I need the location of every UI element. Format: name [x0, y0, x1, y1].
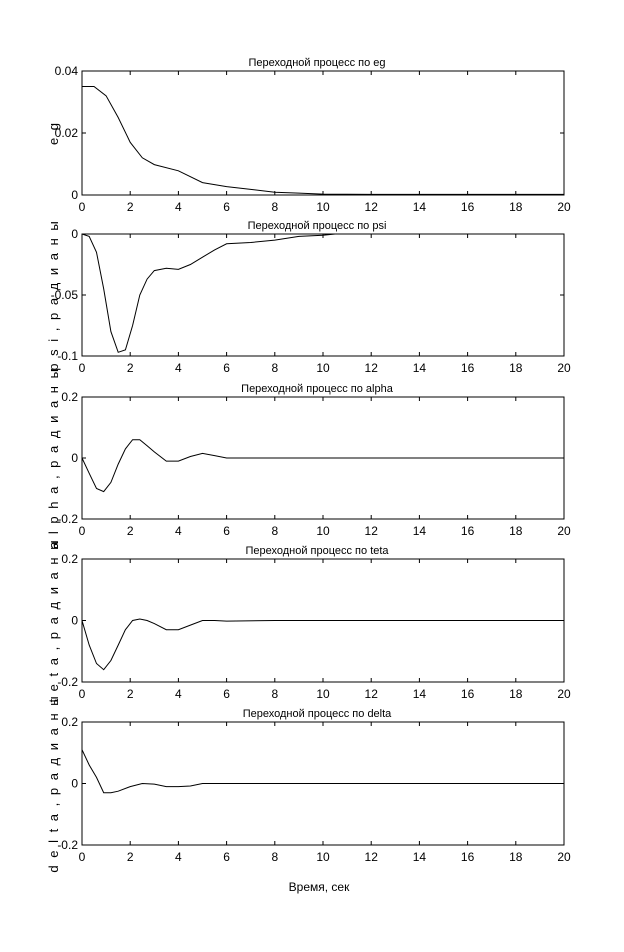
x-tick-label: 20 [557, 850, 571, 864]
x-tick-label: 16 [461, 524, 475, 538]
x-tick-label: 10 [316, 361, 330, 375]
x-tick-label: 18 [509, 361, 523, 375]
x-tick-label: 20 [557, 687, 571, 701]
y-tick-label: -0.05 [51, 288, 79, 302]
x-tick-label: 0 [79, 687, 86, 701]
subplot-title: Переходной процесс по teta [245, 545, 389, 557]
x-tick-label: 12 [365, 361, 379, 375]
x-tick-label: 8 [271, 524, 278, 538]
x-tick-label: 2 [127, 524, 134, 538]
x-tick-label: 8 [271, 850, 278, 864]
x-tick-label: 12 [365, 850, 379, 864]
y-tick-label: -0.2 [57, 675, 78, 689]
x-tick-label: 20 [557, 524, 571, 538]
x-tick-label: 18 [509, 850, 523, 864]
axes-box [81, 233, 565, 357]
x-tick-label: 0 [79, 524, 86, 538]
subplot-title: Переходной процесс по alpha [241, 383, 394, 395]
y-axis-label: p s i , р а д и а н ы [46, 219, 61, 370]
x-tick-label: 6 [223, 361, 230, 375]
x-tick-label: 14 [413, 687, 427, 701]
x-tick-label: 14 [413, 524, 427, 538]
x-tick-label: 4 [175, 200, 182, 214]
x-tick-label: 12 [365, 687, 379, 701]
x-tick-label: 10 [316, 687, 330, 701]
x-tick-label: 2 [127, 361, 134, 375]
x-tick-label: 4 [175, 850, 182, 864]
y-tick-label: 0.2 [61, 552, 78, 566]
x-tick-label: 20 [557, 200, 571, 214]
y-tick-label: -0.1 [57, 349, 78, 363]
y-axis-label: e g [46, 121, 61, 145]
x-tick-label: 6 [223, 687, 230, 701]
y-axis-label: d e l t a , р а д и а н ы [46, 694, 61, 872]
x-tick-label: 4 [175, 524, 182, 538]
subplot-title: Переходной процесс по delta [243, 708, 392, 720]
x-tick-label: 16 [461, 850, 475, 864]
x-tick-label: 10 [316, 200, 330, 214]
series-line [82, 86, 564, 195]
x-tick-label: 2 [127, 200, 134, 214]
subplot-title: Переходной процесс по eg [249, 57, 386, 69]
x-tick-label: 8 [271, 361, 278, 375]
x-tick-label: 8 [271, 200, 278, 214]
x-tick-label: 0 [79, 850, 86, 864]
x-tick-label: 18 [509, 200, 523, 214]
x-tick-label: 4 [175, 361, 182, 375]
subplot-1: 0 2 4 6 8 10 12 14 16 18 20 0 0.02 0.04 Переходной про… [46, 57, 571, 214]
x-tick-label: 6 [223, 524, 230, 538]
x-tick-label: 18 [509, 687, 523, 701]
x-tick-label: 2 [127, 850, 134, 864]
x-tick-label: 10 [316, 850, 330, 864]
x-tick-label: 6 [223, 850, 230, 864]
x-tick-label: 14 [413, 200, 427, 214]
series-line [81, 233, 336, 353]
x-tick-label: 20 [557, 361, 571, 375]
series-line [81, 618, 564, 671]
y-tick-label: 0 [71, 188, 78, 202]
y-tick-label: 0 [71, 451, 78, 465]
x-tick-label: 0 [79, 361, 86, 375]
series-line [81, 749, 564, 794]
x-tick-label: 12 [365, 524, 379, 538]
x-tick-label: 8 [271, 687, 278, 701]
y-axis-label: t e t a , р а д и а н ы [46, 538, 61, 702]
subplot-title: Переходной процесс по psi [248, 220, 387, 232]
series-line [81, 439, 564, 493]
y-tick-label: 0 [71, 614, 78, 628]
x-tick-label: 4 [175, 687, 182, 701]
x-tick-label: 10 [316, 524, 330, 538]
x-tick-label: 16 [461, 361, 475, 375]
y-tick-label: 0 [71, 777, 78, 791]
x-tick-label: 18 [509, 524, 523, 538]
x-tick-label: 6 [223, 200, 230, 214]
x-tick-label: 12 [365, 200, 379, 214]
y-tick-label: 0.04 [55, 64, 79, 78]
y-tick-label: -0.2 [57, 838, 78, 852]
subplot-2: 0 2 4 6 8 10 12 14 16 18 20 -0.1 -0.05 0 Переходной пр… [46, 219, 571, 375]
x-tick-label: 14 [413, 850, 427, 864]
y-tick-label: -0.2 [57, 512, 78, 526]
x-tick-label: 2 [127, 687, 134, 701]
x-tick-label: 0 [79, 200, 86, 214]
x-tick-label: 16 [461, 200, 475, 214]
y-tick-label: 0 [71, 227, 78, 241]
x-tick-label: 14 [413, 361, 427, 375]
y-tick-label: 0.02 [55, 126, 79, 140]
x-tick-label: 16 [461, 687, 475, 701]
x-axis-label: Время, сек [289, 880, 350, 894]
y-axis-label: a l p h a , р а д и а н ы [46, 367, 61, 549]
y-tick-label: 0.2 [61, 715, 78, 729]
y-tick-label: 0.2 [61, 390, 78, 404]
axes-box [81, 70, 565, 196]
